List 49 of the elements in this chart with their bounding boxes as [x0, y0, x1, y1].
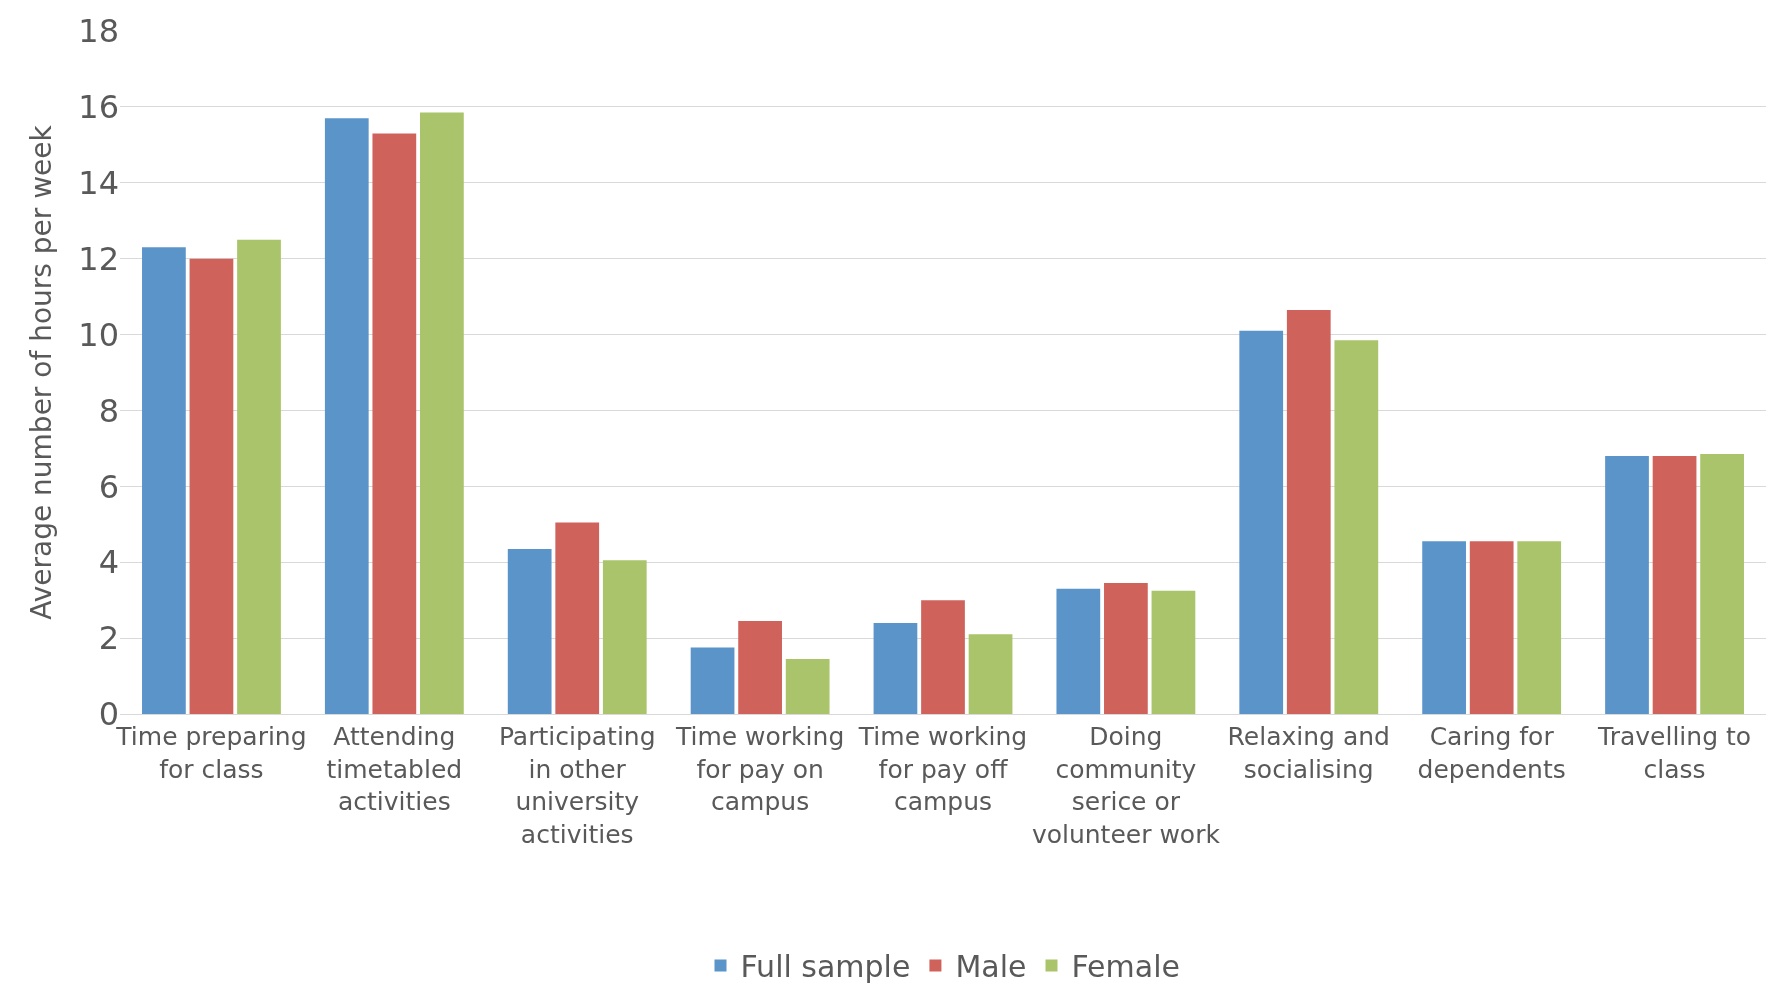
- y-tick-label: 4: [98, 543, 119, 582]
- bar: [1056, 588, 1101, 714]
- bar: [1517, 541, 1562, 714]
- bar: [921, 600, 965, 714]
- bar: [785, 658, 830, 714]
- bar: [1151, 590, 1196, 714]
- x-tick-label: Travelling to class: [1597, 722, 1752, 784]
- y-tick-label: 18: [78, 12, 119, 51]
- bar: [237, 239, 281, 714]
- bar: [690, 647, 735, 714]
- bar: [1469, 541, 1514, 714]
- legend-label: Female: [1071, 949, 1180, 985]
- bar: [1334, 340, 1379, 714]
- bar: [1652, 455, 1697, 714]
- x-tick-label: Time working for pay off campus: [857, 722, 1028, 816]
- bar: [324, 118, 369, 714]
- y-tick-label: 14: [78, 163, 119, 202]
- bar: [968, 634, 1013, 714]
- bar: [1286, 309, 1331, 714]
- bar: [1239, 330, 1284, 714]
- x-tick-label: Relaxing and socialising: [1227, 722, 1390, 784]
- x-tick-label: Time working for pay on campus: [674, 722, 845, 816]
- bar: [555, 522, 600, 714]
- y-tick-label: 10: [78, 315, 119, 354]
- bar: [1104, 583, 1148, 714]
- legend-label: Full sample: [740, 949, 911, 985]
- bar: [142, 247, 186, 714]
- x-tick-label: Participating in other university activities: [498, 722, 656, 849]
- bar: [507, 548, 552, 714]
- legend-label: Male: [955, 949, 1027, 985]
- bar: [1700, 454, 1744, 714]
- y-axis-title: Average number of hours per week: [24, 124, 58, 620]
- y-tick-label: 8: [98, 391, 119, 430]
- x-tick-label: Time preparing for class: [115, 722, 307, 784]
- x-tick-label: Doing community serice or volunteer work: [1031, 722, 1221, 849]
- bar: [372, 133, 417, 714]
- x-tick-label: Attending timetabled activities: [326, 722, 463, 816]
- bar: [873, 622, 918, 714]
- bar: [738, 621, 782, 714]
- bar: [602, 560, 647, 714]
- y-tick-label: 16: [78, 88, 119, 127]
- bar: [189, 258, 234, 714]
- x-tick-label: Caring for dependents: [1417, 722, 1566, 784]
- y-tick-label: 6: [98, 467, 119, 506]
- y-tick-label: 12: [78, 239, 119, 278]
- bar: [1605, 455, 1649, 714]
- bar: [1422, 541, 1466, 714]
- bar: [420, 112, 464, 714]
- y-tick-label: 2: [98, 619, 119, 658]
